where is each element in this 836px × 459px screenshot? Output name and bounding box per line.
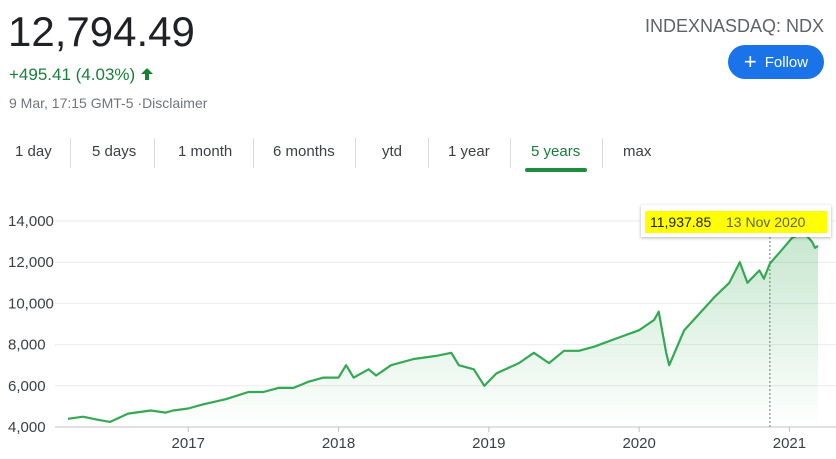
- follow-label: Follow: [764, 53, 809, 71]
- price: 12,794.49: [8, 8, 195, 55]
- y-tick-label: 14,000: [8, 213, 54, 230]
- x-tick-label: 2020: [622, 435, 655, 452]
- y-tick-label: 12,000: [8, 254, 54, 271]
- line: [67, 232, 819, 423]
- x-tick-label: 2017: [172, 435, 205, 452]
- up-arrow: [140, 68, 153, 80]
- tooltip-date: 13 Nov 2020: [726, 214, 806, 230]
- range-tab[interactable]: ytd: [382, 143, 403, 160]
- tooltip-value: 11,937.85: [650, 214, 711, 230]
- plus-icon: +: [743, 49, 757, 74]
- tab-separator: [355, 138, 356, 168]
- disclaimer-link[interactable]: Disclaimer: [142, 95, 208, 111]
- range-tab[interactable]: 1 day: [15, 143, 52, 160]
- y-tick-label: 4,000: [8, 419, 46, 436]
- selected-underline: [525, 168, 587, 172]
- y-tick-label: 8,000: [8, 337, 46, 354]
- tab-separator: [602, 138, 603, 168]
- change-text: +495.41 (4.03%): [9, 65, 136, 84]
- timestamp: 9 Mar, 17:15 GMT-5 ·: [9, 95, 143, 111]
- area: [68, 233, 818, 427]
- range-tab[interactable]: 5 years: [531, 143, 581, 160]
- tab-separator: [428, 138, 429, 168]
- ticker: INDEXNASDAQ: NDX: [644, 16, 824, 36]
- meta: 9 Mar, 17:15 GMT-5 ·Disclaimer: [9, 95, 207, 111]
- price-change: +495.41 (4.03%): [9, 65, 154, 85]
- tab-separator: [70, 138, 71, 168]
- follow-button[interactable]: + Follow: [728, 45, 824, 79]
- range-tabs: 1 day 5 days 1 month 6 months ytd 1 year 5 yea…: [0, 130, 836, 174]
- y-tick-label: 6,000: [8, 378, 46, 395]
- range-tab[interactable]: max: [623, 143, 652, 160]
- x-tick-label: 2018: [322, 435, 355, 452]
- range-tab[interactable]: 5 days: [92, 143, 137, 160]
- range-tab[interactable]: 1 year: [448, 143, 490, 160]
- tab-separator: [253, 138, 254, 168]
- x-tick-label: 2021: [773, 435, 806, 452]
- y-tick-label: 10,000: [8, 295, 54, 312]
- range-tab[interactable]: 6 months: [273, 143, 335, 160]
- tab-separator: [510, 138, 511, 168]
- tab-separator: [154, 138, 155, 168]
- range-tab[interactable]: 1 month: [178, 143, 233, 160]
- highlight: [645, 211, 827, 233]
- x-tick-label: 2019: [472, 435, 505, 452]
